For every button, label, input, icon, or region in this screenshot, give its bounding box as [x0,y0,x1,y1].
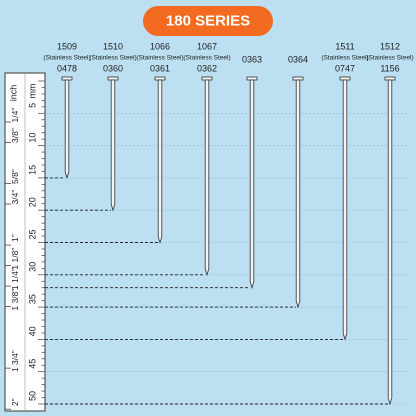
mm-tick-label: 35 [27,294,37,304]
nail-head [339,76,351,81]
nail-code: 0478 [57,63,77,73]
nail [64,79,70,180]
nail [204,79,210,277]
mm-tick-label: 40 [27,326,37,336]
inch-tick-label: 1 3/8" [10,289,20,311]
nail-head [384,76,396,81]
mm-tick-label: 5 [27,103,37,108]
mm-tick-label: 15 [27,165,37,175]
nail [110,79,116,212]
nail-head [154,76,166,81]
mm-tick-label: 45 [27,359,37,369]
nail [295,79,301,309]
mm-tick-label: 10 [27,133,37,143]
nail-material: (Stainless Steel) [183,55,230,62]
nail [157,79,163,244]
nail-head [201,76,213,81]
inch-label: inch [8,85,18,102]
nail-code: 0360 [103,63,123,73]
nail-series: 1067 [197,41,217,51]
nail-material: (Stainless Steel) [366,55,413,62]
nail-material: (Stainless Steel) [136,55,183,62]
nail [342,79,348,341]
inch-tick-label: 1" [10,234,20,242]
nail-head [292,76,304,81]
inch-tick-label: 1/4" [10,108,20,123]
inch-tick-label: 1 1/8" [10,248,20,270]
mm-tick-label: 50 [27,391,37,401]
mm-tick-label: 20 [27,197,37,207]
mm-tick-label: 30 [27,262,37,272]
inch-tick-label: 1 1/4" [10,268,20,290]
nail-code: 1156 [380,63,399,73]
nail-material: (Stainless Steel) [89,55,136,62]
inch-tick-label: 1 3/4" [10,350,20,372]
inch-tick-label: 5/8" [10,169,20,184]
nail-series: 1512 [380,41,400,51]
nail [387,79,393,406]
inch-tick-label: 3/4" [10,190,20,205]
nail-head [246,76,258,81]
mm-label: mm [27,84,37,99]
nail [249,79,255,290]
nail-code: 0362 [197,63,217,73]
mm-tick-label: 25 [27,229,37,239]
nail-code: 0361 [150,63,170,73]
nail-material: (Stainless Steel) [321,55,368,62]
nail-series: 1066 [150,41,170,51]
title: 180 SERIES [166,12,250,29]
nail-head [107,76,119,81]
nail-series: 1510 [103,41,123,51]
nail-code: 0747 [335,63,355,73]
title-pill [143,6,273,36]
nail-series: 1511 [335,41,354,51]
nail-head [61,76,73,81]
nail-code: 0363 [242,54,262,64]
inch-tick-label: 3/8" [10,128,20,143]
nail-material: (Stainless Steel) [43,55,90,62]
nail-code: 0364 [288,54,308,64]
nail-series: 1509 [57,41,77,51]
inch-tick-label: 2" [10,398,20,406]
